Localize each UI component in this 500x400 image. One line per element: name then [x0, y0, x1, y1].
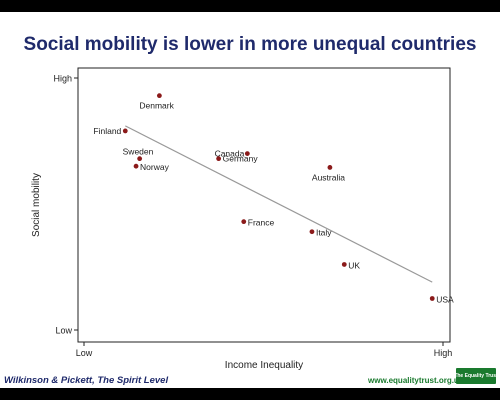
x-tick-label: High	[434, 348, 453, 358]
point-label: France	[248, 218, 275, 228]
chart-title: Social mobility is lower in more unequal…	[23, 34, 477, 55]
point-label: UK	[348, 260, 360, 270]
y-tick-label: Low	[55, 326, 72, 336]
data-point	[327, 165, 333, 170]
data-point	[341, 262, 347, 267]
top-border	[0, 0, 500, 12]
website-link[interactable]: www.equalitytrust.org.uk	[368, 376, 464, 385]
y-axis-label: Social mobility	[31, 173, 42, 237]
point-label: Italy	[316, 228, 332, 238]
data-point	[137, 156, 143, 162]
plot-frame	[77, 67, 451, 343]
y-tick-label: High	[53, 74, 72, 84]
data-point	[133, 163, 139, 169]
point-label: Germany	[223, 154, 259, 164]
point-label: Canada	[215, 149, 245, 159]
point-label: Australia	[312, 172, 345, 182]
x-tick-label: Low	[76, 348, 93, 358]
point-label: Finland	[93, 126, 121, 136]
data-point	[216, 156, 222, 162]
data-point	[241, 219, 247, 225]
equality-trust-logo: The Equality Trust	[454, 368, 498, 384]
point-label: USA	[436, 295, 454, 305]
trend-line	[125, 125, 433, 283]
x-axis-label: Income Inequality	[225, 360, 303, 371]
point-label: Denmark	[139, 101, 174, 111]
logo-text: The Equality Trust	[454, 373, 498, 379]
point-label: Norway	[140, 162, 170, 172]
data-point	[429, 296, 435, 301]
data-point	[156, 93, 162, 99]
data-point	[309, 229, 315, 235]
data-point	[244, 151, 250, 157]
data-point	[122, 128, 128, 134]
citation: Wilkinson & Pickett, The Spirit Level	[4, 375, 169, 386]
point-label: Sweden	[123, 147, 154, 157]
bottom-border	[0, 388, 500, 400]
